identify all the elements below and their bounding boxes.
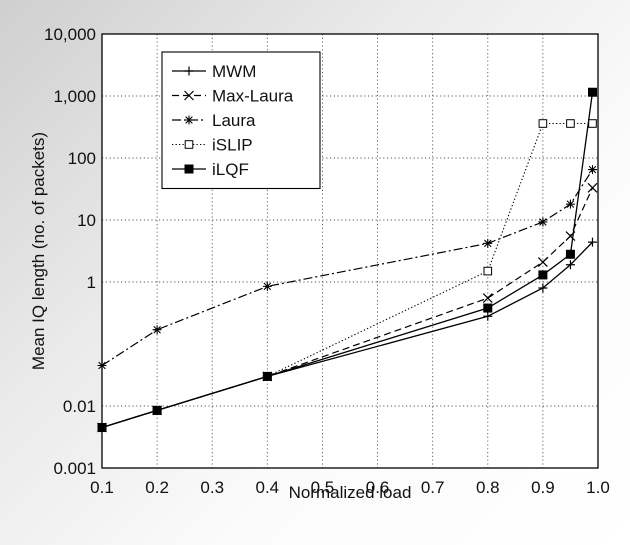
data-point-islip xyxy=(588,119,597,128)
axes-frame xyxy=(101,33,599,469)
legend-marker-laura xyxy=(184,115,194,125)
y-tick-label: 0.001 xyxy=(53,459,96,478)
data-point-islip xyxy=(483,266,493,276)
data-point-mwm xyxy=(483,311,493,321)
x-tick-labels: 0.1 0.2 0.3 0.4 0.5 0.6 0.7 0.8 0.9 1.0 xyxy=(90,478,610,497)
y-tick-label: 0.01 xyxy=(63,397,96,416)
y-tick-label: 10 xyxy=(77,211,96,230)
legend-marker-islip xyxy=(184,140,194,149)
data-point-ilqf xyxy=(587,87,597,97)
x-tick-label: 0.7 xyxy=(421,478,445,497)
data-point-laura xyxy=(538,217,548,227)
data-point-ilqf xyxy=(152,405,162,415)
legend-label-islip: iSLIP xyxy=(212,136,253,155)
data-point-ilqf xyxy=(262,371,272,381)
data-point-max-laura xyxy=(587,182,598,193)
data-point-ilqf xyxy=(483,303,493,313)
data-point-laura xyxy=(262,281,272,291)
x-axis-label: Normalized load xyxy=(289,483,412,502)
legend-label-mwm: MWM xyxy=(212,62,256,81)
y-tick-label: 10,000 xyxy=(44,25,96,44)
legend-label-ilqf: iLQF xyxy=(212,160,249,179)
data-point-ilqf xyxy=(538,270,548,280)
y-tick-labels: 0.001 0.01 1 10 100 1,000 10,000 xyxy=(44,25,96,478)
data-point-max-laura xyxy=(482,293,493,304)
data-point-ilqf xyxy=(97,423,107,433)
data-point-laura xyxy=(565,199,575,209)
legend-marker-max-laura xyxy=(184,90,194,101)
data-point-islip xyxy=(538,119,548,128)
legend-item-laura: Laura xyxy=(172,111,256,130)
data-point-laura xyxy=(152,325,162,335)
data-point-max-laura xyxy=(537,257,548,267)
data-point-laura xyxy=(97,361,107,371)
y-axis-label: Mean IQ length (no. of packets) xyxy=(29,132,48,370)
x-tick-label: 0.5 xyxy=(311,478,335,497)
x-tick-label: 0.3 xyxy=(200,478,224,497)
series-layer xyxy=(97,87,598,433)
data-point-mwm xyxy=(587,237,597,247)
legend: MWM Max-Laura Laura iSLIP iLQF xyxy=(161,51,321,190)
data-point-mwm xyxy=(538,283,548,293)
legend-label-max-laura: Max-Laura xyxy=(212,87,294,106)
x-tick-label: 0.4 xyxy=(256,478,280,497)
y-tick-label: 1 xyxy=(87,273,96,292)
legend-item-ilqf: iLQF xyxy=(172,160,249,179)
legend-item-max-laura: Max-Laura xyxy=(172,87,294,106)
x-tick-label: 1.0 xyxy=(586,478,610,497)
x-tick-label: 0.9 xyxy=(531,478,555,497)
data-point-mwm xyxy=(565,260,575,270)
x-tick-label: 0.8 xyxy=(476,478,500,497)
data-point-laura xyxy=(483,238,493,248)
y-tick-label: 100 xyxy=(68,149,96,168)
legend-item-islip: iSLIP xyxy=(172,136,253,155)
x-tick-label: 0.2 xyxy=(145,478,169,497)
data-point-laura xyxy=(587,165,597,175)
data-point-ilqf xyxy=(565,249,575,259)
axes xyxy=(101,33,599,469)
legend-marker-ilqf xyxy=(184,164,194,174)
x-tick-label: 0.6 xyxy=(366,478,390,497)
legend-marker-mwm xyxy=(184,66,194,76)
legend-item-mwm: MWM xyxy=(172,62,256,81)
data-point-islip xyxy=(566,119,575,128)
y-tick-label: 1,000 xyxy=(53,87,96,106)
series-laura xyxy=(97,165,597,371)
series-ilqf xyxy=(97,87,597,433)
legend-label-laura: Laura xyxy=(212,111,256,130)
x-tick-label: 0.1 xyxy=(90,478,114,497)
